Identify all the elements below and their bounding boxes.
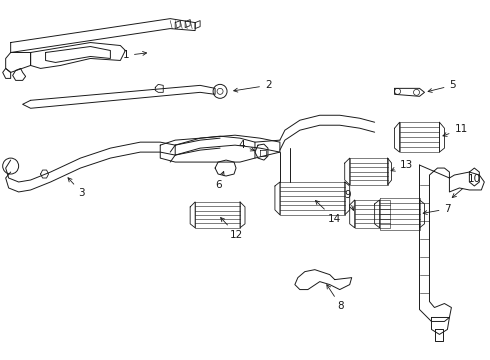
Text: 7: 7 [423, 204, 451, 215]
Text: 12: 12 [220, 217, 244, 240]
Text: 14: 14 [316, 201, 341, 224]
Text: 1: 1 [122, 50, 147, 60]
Text: 8: 8 [327, 285, 344, 311]
Text: 2: 2 [234, 80, 271, 92]
Text: 6: 6 [215, 171, 224, 190]
Text: 11: 11 [443, 124, 467, 136]
Text: 13: 13 [391, 160, 413, 171]
Text: 3: 3 [68, 178, 85, 198]
Text: 5: 5 [428, 80, 456, 93]
Text: 9: 9 [345, 190, 354, 210]
Text: 4: 4 [238, 140, 254, 151]
Text: 10: 10 [452, 174, 481, 198]
